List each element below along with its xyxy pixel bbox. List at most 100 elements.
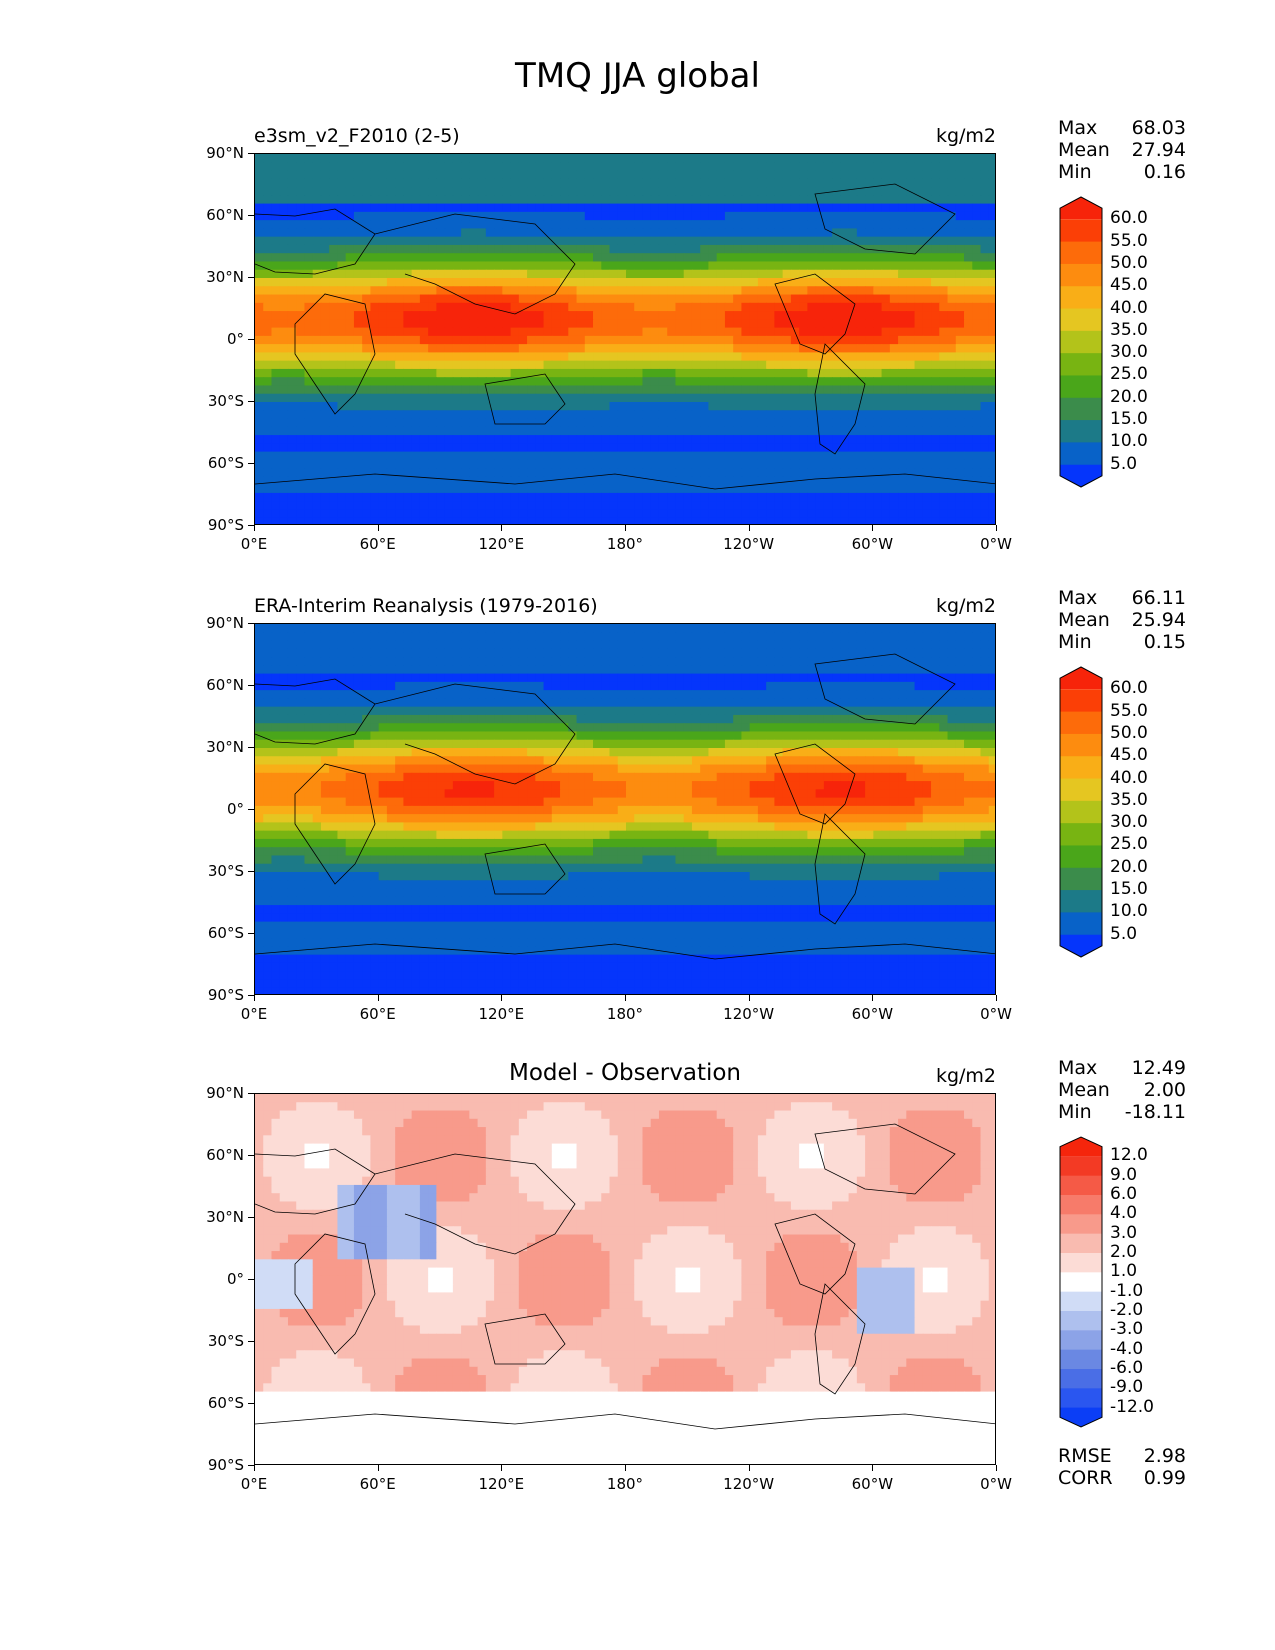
colorbar-tick-label: 60.0 <box>1110 208 1148 229</box>
colorbar-tick-label: 25.0 <box>1110 364 1148 385</box>
lon-tick-label: 60°E <box>359 1005 396 1023</box>
stat-row: Max 12.49 <box>1058 1057 1186 1079</box>
stat-label: Max <box>1058 587 1098 609</box>
colorbar-segment <box>1060 1195 1102 1215</box>
lon-tick <box>501 995 503 1001</box>
colorbar-tick-label: 10.0 <box>1110 901 1148 922</box>
colorbar-tick-label: 35.0 <box>1110 319 1148 340</box>
lon-tick <box>748 1465 750 1471</box>
lat-tick-label: 0° <box>226 1270 244 1288</box>
colorbar-tick-label: 2.0 <box>1110 1242 1138 1262</box>
colorbar-tick-label: 20.0 <box>1110 386 1148 407</box>
stat-value: 68.03 <box>1131 117 1186 139</box>
stat-value: 2.00 <box>1143 1079 1186 1101</box>
stat-row: Mean 27.94 <box>1058 139 1186 161</box>
colorbar-segment <box>1060 778 1102 802</box>
lat-tick <box>248 871 254 872</box>
colorbar-segment <box>1060 1156 1102 1177</box>
colorbar-diff <box>1059 1136 1103 1428</box>
lon-tick <box>625 995 626 1001</box>
lat-tick <box>248 747 254 748</box>
map-obs <box>254 623 996 995</box>
units-label: kg/m2 <box>935 1065 996 1087</box>
lon-tick-label: 180° <box>606 1005 644 1023</box>
lon-tick-label: 60°E <box>359 535 396 553</box>
colorbar-tick-label: 9.0 <box>1110 1164 1138 1185</box>
lat-tick <box>248 153 254 154</box>
colorbar-segment <box>1060 845 1102 869</box>
colorbar-tick-label: 1.0 <box>1110 1261 1138 1282</box>
lat-tick-label: 0° <box>226 330 244 348</box>
metrics-block: RMSE 2.98 CORR 0.99 <box>1058 1445 1186 1489</box>
colorbar-segment <box>1060 823 1102 846</box>
colorbar-segment <box>1060 1291 1102 1312</box>
lat-tick-label: 60°S <box>207 924 244 942</box>
colorbar-tick-label: 6.0 <box>1110 1184 1138 1204</box>
colorbar-tick-label: 45.0 <box>1110 275 1148 296</box>
lat-tick-label: 90°N <box>206 614 244 632</box>
stat-value: 66.11 <box>1131 587 1186 609</box>
colorbar-segment <box>1060 934 1102 957</box>
lat-tick <box>248 1217 254 1218</box>
lon-tick <box>996 525 997 531</box>
lon-tick-label: 0°E <box>240 1475 268 1493</box>
stat-row: Min -18.11 <box>1058 1101 1186 1123</box>
lat-tick-label: 90°N <box>206 144 244 162</box>
lon-tick <box>872 995 874 1001</box>
lat-tick <box>248 995 254 996</box>
stat-row: Mean 25.94 <box>1058 609 1186 631</box>
lat-tick <box>248 1403 254 1404</box>
lon-tick <box>625 525 626 531</box>
colorbar-tick-label: -3.0 <box>1110 1319 1144 1340</box>
lat-tick <box>248 809 254 810</box>
stat-row: Min 0.16 <box>1058 161 1186 183</box>
lat-tick <box>248 401 254 402</box>
colorbar-tick-label: 20.0 <box>1110 856 1148 877</box>
lon-tick <box>748 525 750 531</box>
lon-tick-label: 0°W <box>980 535 1012 553</box>
stat-label: Min <box>1058 631 1092 653</box>
lon-tick-label: 180° <box>606 535 644 553</box>
colorbar-tick-label: 5.0 <box>1110 923 1138 944</box>
lon-tick <box>625 1465 626 1471</box>
panel-title: ERA-Interim Reanalysis (1979-2016) <box>254 595 598 617</box>
stat-value: 27.94 <box>1131 139 1186 161</box>
stat-label: Mean <box>1058 609 1110 631</box>
lat-tick <box>248 685 254 686</box>
lon-tick <box>872 525 874 531</box>
colorbar-tick-label: 30.0 <box>1110 812 1148 833</box>
lon-tick <box>377 995 379 1001</box>
colorbar-tick-label: 50.0 <box>1110 252 1148 273</box>
colorbar-tick-label: 45.0 <box>1110 745 1148 766</box>
colorbar-segment <box>1060 1330 1102 1351</box>
colorbar-segment <box>1060 1369 1102 1389</box>
colorbar-segment <box>1060 1137 1102 1157</box>
lat-tick-label: 0° <box>226 800 244 818</box>
colorbar-segment <box>1060 1407 1102 1427</box>
lat-tick-label: 90°N <box>206 1084 244 1102</box>
lon-tick-label: 120°W <box>723 1475 775 1493</box>
colorbar-tick-label: 40.0 <box>1110 767 1148 788</box>
colorbar-tick-label: -6.0 <box>1110 1358 1144 1378</box>
lat-tick-label: 90°S <box>207 1456 244 1474</box>
stats-block: Max 66.11 Mean 25.94 Min 0.15 <box>1058 587 1186 653</box>
lon-tick <box>377 1465 379 1471</box>
lat-tick <box>248 1279 254 1280</box>
colorbar-segment <box>1060 241 1102 265</box>
units-label: kg/m2 <box>935 125 996 147</box>
stat-value: 25.94 <box>1131 609 1186 631</box>
colorbar-tick-label: 4.0 <box>1110 1203 1138 1224</box>
stat-row: Mean 2.00 <box>1058 1079 1186 1101</box>
colorbar-segment <box>1060 420 1102 443</box>
lat-tick <box>248 1465 254 1466</box>
lat-tick <box>248 933 254 934</box>
colorbar-tick-label: -1.0 <box>1110 1280 1144 1301</box>
lon-tick <box>872 1465 874 1471</box>
lon-tick <box>377 525 379 531</box>
lat-tick-label: 30°N <box>206 738 244 756</box>
lon-tick <box>996 1465 997 1471</box>
lat-tick-label: 30°S <box>207 862 244 880</box>
colorbar-segment <box>1060 689 1102 713</box>
colorbar-tick-label: 3.0 <box>1110 1222 1138 1243</box>
colorbar-segment <box>1060 1311 1102 1331</box>
